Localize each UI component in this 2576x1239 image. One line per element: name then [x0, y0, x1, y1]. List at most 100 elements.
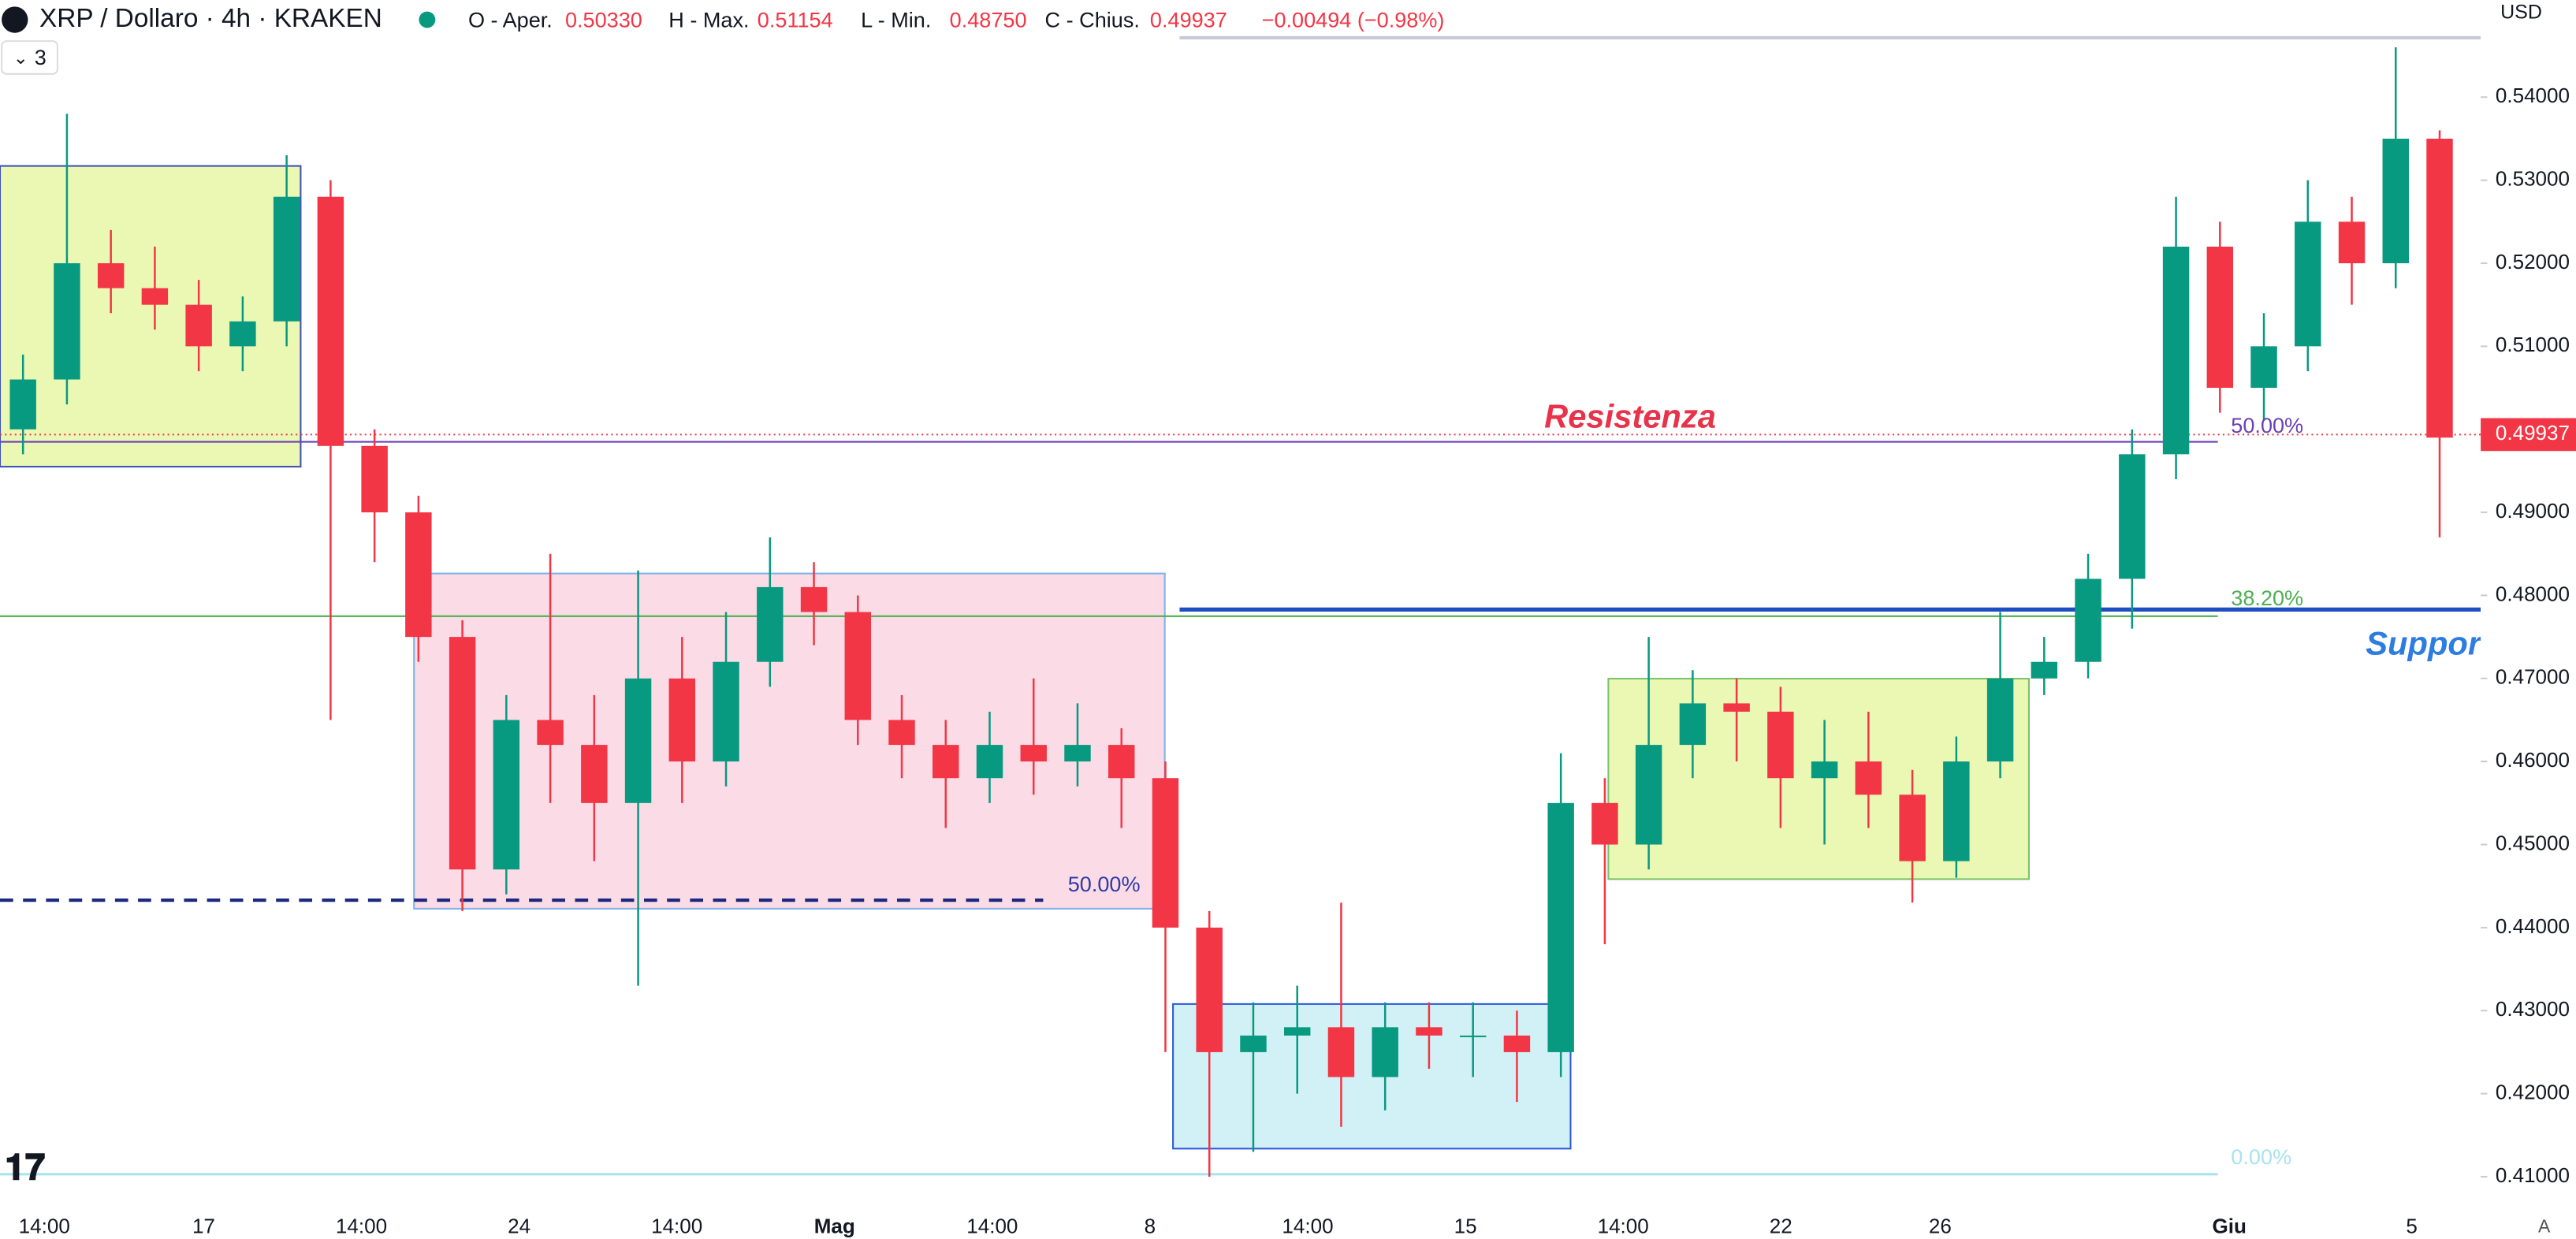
candle-body — [1372, 1027, 1398, 1077]
box-cyan — [1172, 1003, 1572, 1150]
time-label: 14:00 — [336, 1214, 387, 1237]
close-label: C - Chius. — [1045, 7, 1140, 32]
price-axis-labels: 0.54000 0.53000 0.52000 0.51000 0.49000 0.480… — [2481, 84, 2576, 1187]
y-tick-label: 0.54000 — [2496, 84, 2570, 107]
close-value: 0.49937 — [1150, 7, 1227, 32]
resistance-label: Resistenza — [1544, 398, 1716, 435]
candle-body — [1416, 1027, 1442, 1036]
time-label: 5 — [2406, 1214, 2417, 1237]
symbol-icon — [2, 6, 28, 33]
open-value: 0.50330 — [565, 7, 642, 32]
auto-scale[interactable]: A — [2538, 1215, 2551, 1236]
candle-body — [2206, 246, 2234, 389]
candle-body — [361, 445, 388, 513]
time-label: 22 — [1770, 1214, 1792, 1237]
candle-body — [800, 586, 828, 612]
candle-body — [888, 720, 915, 746]
candle-body — [1811, 761, 1838, 779]
time-label: 26 — [1929, 1214, 1952, 1237]
candle-body — [1196, 927, 1223, 1052]
levels — [0, 433, 2481, 1176]
candle-body — [2295, 221, 2321, 347]
candle-body — [932, 745, 959, 779]
time-label: Giu — [2213, 1214, 2247, 1237]
high-value: 0.51154 — [758, 7, 833, 32]
status-dot — [419, 11, 436, 28]
y-tick-label: 0.46000 — [2496, 748, 2570, 772]
candle-body — [1767, 711, 1794, 779]
candle-body — [141, 288, 169, 305]
time-label: 17 — [192, 1214, 215, 1237]
candle-body — [1459, 1035, 1487, 1037]
candle-body — [1679, 703, 1707, 746]
change: −0.00494 (−0.98%) — [1262, 7, 1445, 32]
time-label: 14:00 — [966, 1214, 1018, 1237]
chevron: ⌄ — [13, 47, 28, 68]
candle-body — [97, 262, 125, 288]
candle-body — [844, 612, 872, 720]
y-tick-label: 0.42000 — [2496, 1080, 2570, 1103]
candles — [9, 47, 2453, 1177]
box-50-label: 50.00% — [1068, 872, 1141, 896]
candle-body — [1283, 1027, 1311, 1036]
candle-body — [2075, 579, 2101, 662]
candle-body — [2382, 138, 2409, 263]
candle-body — [1503, 1035, 1531, 1052]
candle-body — [1723, 703, 1750, 712]
time-label: 8 — [1145, 1214, 1156, 1237]
low-label: L - Min. — [861, 7, 931, 32]
candle-body — [1327, 1027, 1355, 1077]
time-axis: 14:00 17 14:00 24 14:00 Mag 14:00 8 14:00 15 14:00… — [19, 1214, 2418, 1237]
time-label: 14:00 — [19, 1214, 70, 1237]
candle-body — [2119, 454, 2146, 579]
candle-body — [1240, 1035, 1267, 1052]
tv-logo: 𝟏𝟕 — [5, 1147, 45, 1188]
fib-0-label: 0.00% — [2231, 1144, 2291, 1169]
drawings — [0, 35, 2481, 1150]
candle-body — [9, 379, 36, 430]
y-tick-label: 0.53000 — [2496, 167, 2570, 191]
candle-body — [2338, 221, 2366, 263]
candle-body — [1547, 802, 1574, 1052]
candle-body — [2250, 346, 2277, 389]
y-tick-label: 0.45000 — [2496, 831, 2570, 854]
candle-body — [757, 586, 784, 662]
candle-body — [2162, 246, 2190, 455]
last-price-label: 0.49937 — [2496, 421, 2570, 445]
time-label: Mag — [814, 1214, 855, 1237]
candle-body — [581, 745, 608, 803]
y-tick-label: 0.49000 — [2496, 499, 2570, 523]
candle-body — [493, 720, 520, 870]
symbol[interactable]: XRP / Dollaro · 4h · KRAKEN — [39, 4, 382, 33]
candle-body — [1899, 794, 1926, 861]
candle-body — [976, 745, 1003, 779]
box-pink — [413, 572, 1166, 910]
candle-body — [668, 678, 696, 762]
candle-body — [317, 196, 344, 446]
y-tick-label: 0.52000 — [2496, 250, 2570, 273]
candle-body — [1152, 778, 1179, 928]
candle-body — [185, 304, 212, 347]
time-label: 14:00 — [651, 1214, 702, 1237]
time-label: 14:00 — [1598, 1214, 1649, 1237]
currency: USD — [2500, 1, 2542, 23]
candle-body — [1020, 745, 1047, 762]
candle-body — [537, 720, 564, 746]
time-label: 15 — [1454, 1214, 1477, 1237]
candle-body — [405, 512, 432, 638]
y-tick-label: 0.51000 — [2496, 333, 2570, 356]
time-label: 24 — [508, 1214, 530, 1237]
last-price-tag — [2481, 418, 2576, 452]
y-tick-label: 0.48000 — [2496, 582, 2570, 605]
candle-body — [1635, 745, 1662, 845]
indicator-toggle[interactable] — [1, 40, 58, 75]
y-tick-label: 0.41000 — [2496, 1163, 2570, 1187]
candle-body — [713, 661, 739, 762]
high-label: H - Max. — [668, 7, 749, 32]
fib-382-label: 38.20% — [2231, 586, 2303, 610]
candle-body — [449, 637, 476, 870]
box-green — [0, 165, 302, 468]
y-tick-label: 0.43000 — [2496, 997, 2570, 1021]
candle-body — [1943, 761, 1970, 861]
candle-body — [273, 196, 300, 322]
